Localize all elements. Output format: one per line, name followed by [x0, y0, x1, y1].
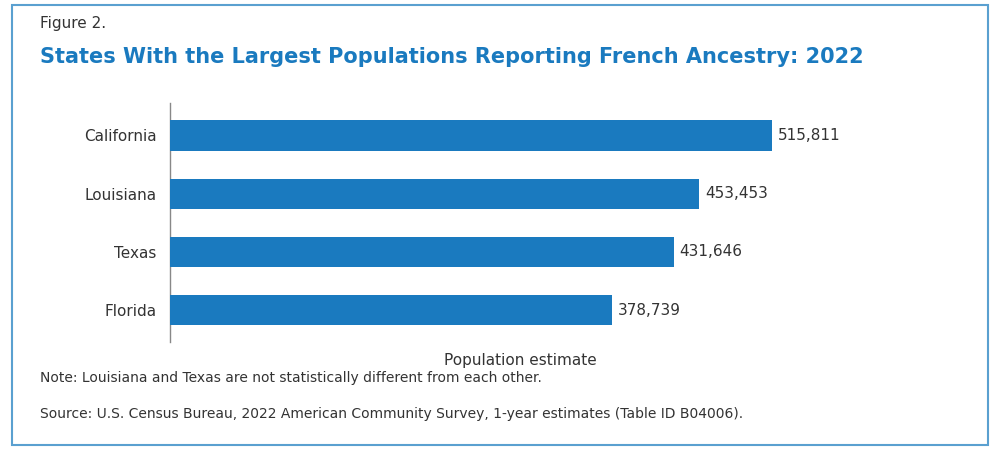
Text: States With the Largest Populations Reporting French Ancestry: 2022: States With the Largest Populations Repo…	[40, 47, 864, 67]
Text: 431,646: 431,646	[679, 244, 742, 259]
Text: Figure 2.: Figure 2.	[40, 16, 106, 31]
Text: 515,811: 515,811	[778, 128, 840, 143]
Bar	[170, 295, 612, 325]
Bar	[170, 120, 772, 151]
Bar	[170, 179, 699, 209]
Text: 378,739: 378,739	[618, 302, 681, 318]
Text: Source: U.S. Census Bureau, 2022 American Community Survey, 1-year estimates (Ta: Source: U.S. Census Bureau, 2022 America…	[40, 407, 743, 421]
Text: 453,453: 453,453	[705, 186, 768, 201]
X-axis label: Population estimate: Population estimate	[444, 353, 596, 368]
Bar	[170, 237, 674, 267]
Text: Note: Louisiana and Texas are not statistically different from each other.: Note: Louisiana and Texas are not statis…	[40, 371, 542, 385]
